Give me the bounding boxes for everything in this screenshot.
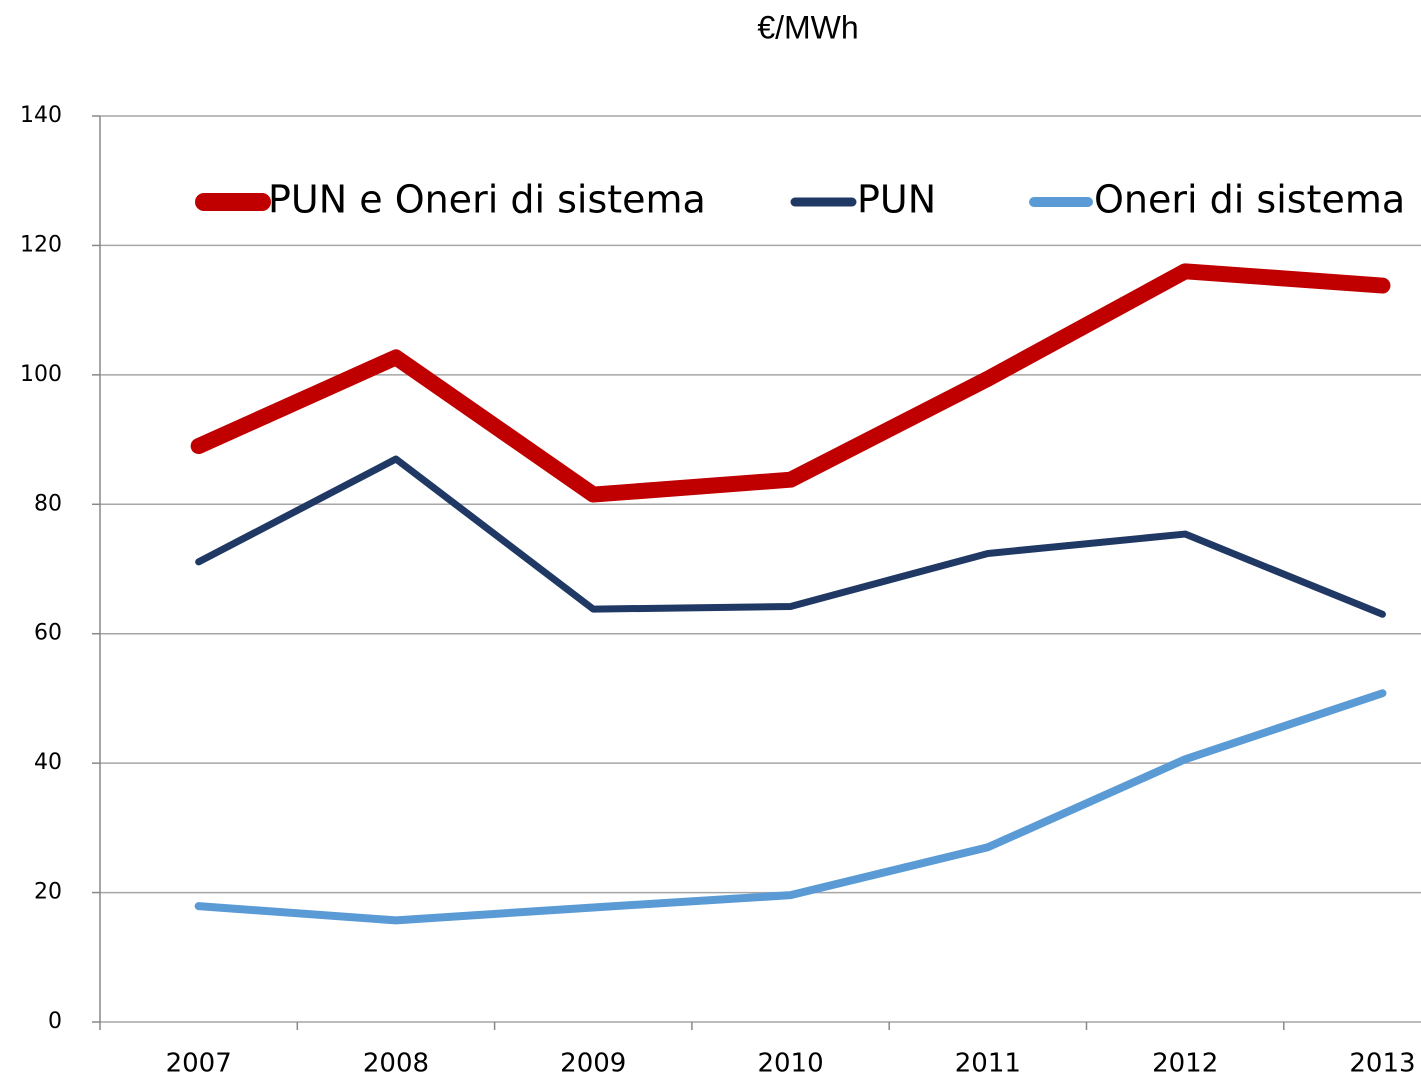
series-line (195, 455, 1386, 618)
series-line (190, 263, 1391, 503)
x-tick-label: 2011 (955, 1049, 1021, 1079)
x-tick-label: 2007 (166, 1049, 232, 1079)
series-line (194, 689, 1387, 925)
y-tick-label: 60 (34, 621, 62, 646)
y-tick-label: 120 (20, 232, 62, 257)
y-tick-label: 20 (34, 880, 62, 905)
x-tick-label: 2008 (363, 1049, 429, 1079)
y-tick-label: 40 (34, 750, 62, 775)
y-tick-label: 0 (48, 1009, 62, 1034)
legend-label: PUN (857, 178, 936, 222)
legend-label: PUN e Oneri di sistema (268, 178, 706, 222)
legend-label: Oneri di sistema (1094, 178, 1405, 222)
x-tick-label: 2013 (1349, 1049, 1415, 1079)
x-tick-label: 2012 (1152, 1049, 1218, 1079)
y-tick-label: 140 (20, 103, 62, 128)
y-tick-label: 80 (34, 491, 62, 516)
x-tick-label: 2009 (560, 1049, 626, 1079)
y-tick-label: 100 (20, 362, 62, 387)
chart-title: €/MWh (757, 9, 858, 45)
x-tick-label: 2010 (757, 1049, 823, 1079)
